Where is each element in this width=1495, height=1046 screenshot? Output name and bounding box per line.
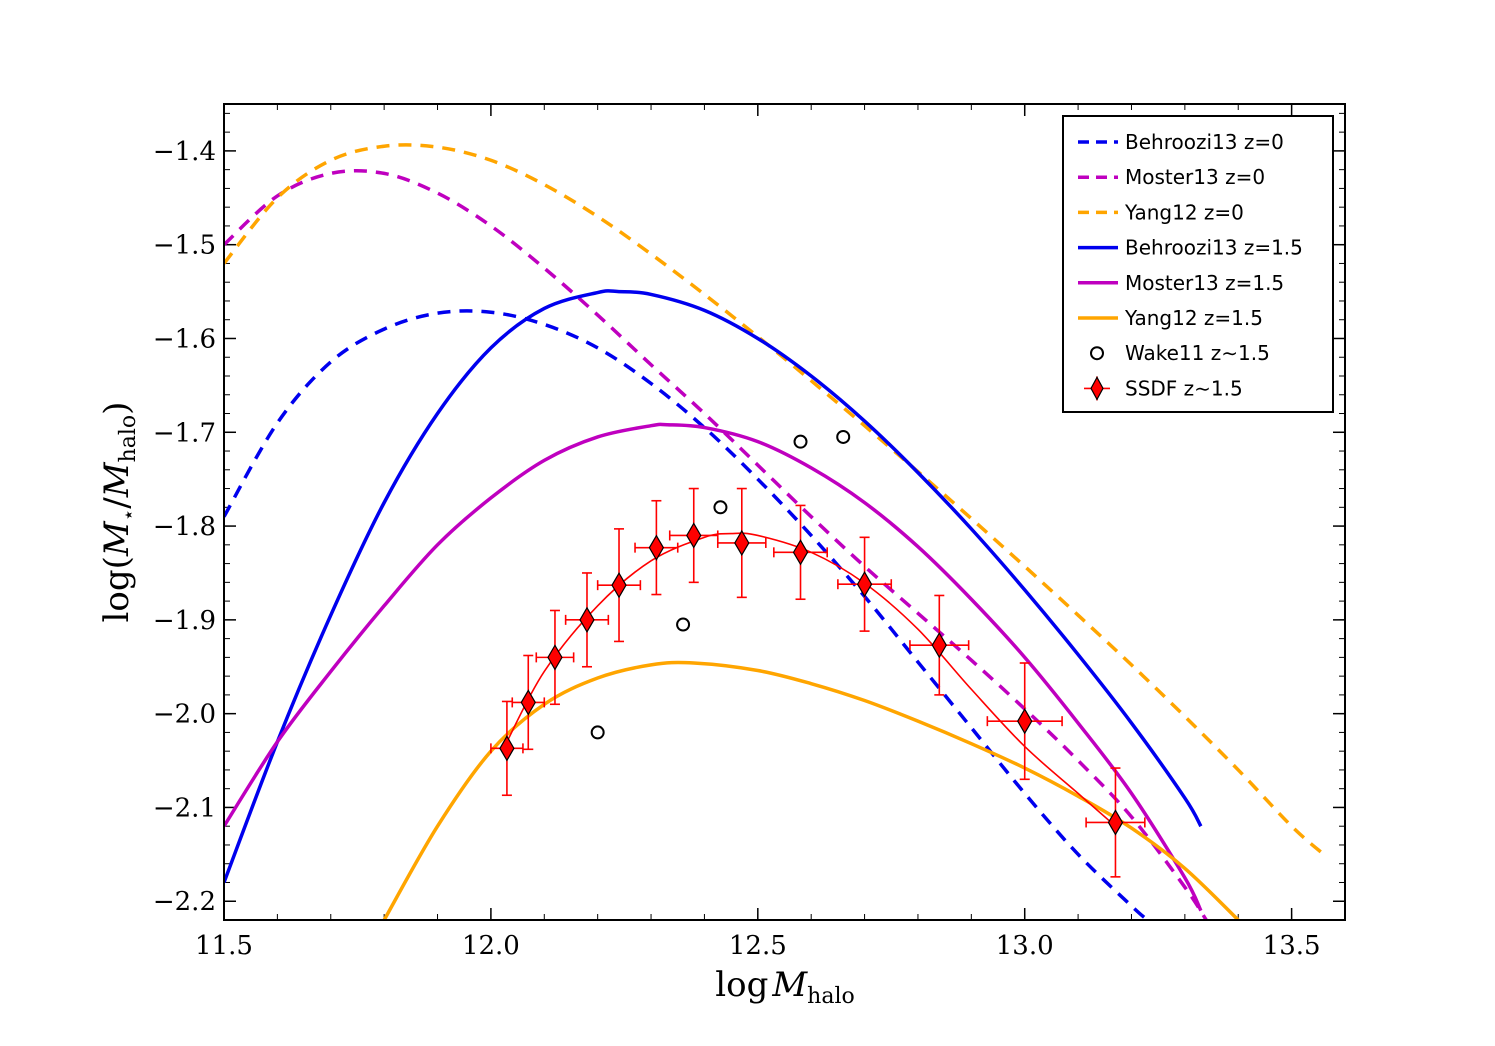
legend-item: SSDF z∼1.5 bbox=[1084, 376, 1243, 401]
x-axis-label: log Mhalo bbox=[715, 965, 855, 1009]
wake11-point bbox=[590, 725, 605, 740]
ssdf-point bbox=[716, 487, 767, 599]
legend-item: Behroozi13 z=0 bbox=[1078, 130, 1284, 154]
wake11-point bbox=[713, 500, 728, 515]
legend-item: Yang12 z=1.5 bbox=[1078, 306, 1263, 330]
legend-label: Wake11 z∼1.5 bbox=[1125, 341, 1270, 365]
series-line-ssdf-fit bbox=[506, 532, 1116, 827]
series-layer bbox=[224, 143, 1325, 920]
ssdf-point bbox=[564, 572, 610, 668]
legend-item: Behroozi13 z=1.5 bbox=[1078, 236, 1303, 260]
y-tick-label: −2.2 bbox=[153, 887, 216, 917]
ssdf-diamond bbox=[611, 571, 627, 599]
ssdf-point bbox=[634, 499, 679, 596]
x-tick-label: 13.0 bbox=[996, 931, 1054, 961]
x-tick-label: 12.0 bbox=[462, 931, 520, 961]
ssdf-point bbox=[535, 609, 575, 706]
legend-item: Moster13 z=1.5 bbox=[1078, 271, 1284, 295]
ssdf-point bbox=[1085, 767, 1146, 878]
ssdf-point bbox=[490, 700, 524, 797]
legend-item: Moster13 z=0 bbox=[1078, 165, 1265, 189]
legend-swatch bbox=[1090, 376, 1104, 401]
ssdf-diamond bbox=[734, 529, 750, 557]
ssdf-diamond bbox=[792, 539, 809, 566]
x-tick-label: 12.5 bbox=[729, 931, 787, 961]
legend-item: Wake11 z∼1.5 bbox=[1090, 341, 1270, 365]
ssdf-diamond bbox=[648, 534, 665, 561]
y-tick-label: −2.0 bbox=[153, 700, 216, 730]
ssdf-point bbox=[596, 528, 642, 643]
legend-label: Yang12 z=1.5 bbox=[1124, 306, 1263, 330]
x-tick-label: 13.5 bbox=[1263, 931, 1321, 961]
ssdf-diamond bbox=[931, 631, 947, 659]
tick-labels: 11.5 12.0 12.5 13.0 13.5 −1.4 −1.5 −1.6 −1.7 −1.8… bbox=[153, 137, 1321, 961]
wake11-point bbox=[836, 429, 851, 444]
legend-label: Behroozi13 z=0 bbox=[1125, 130, 1284, 154]
y-axis-label: log(M⋆/Mhalo) bbox=[97, 402, 141, 623]
y-tick-label: −1.8 bbox=[153, 512, 216, 542]
ssdf-diamond bbox=[856, 571, 873, 598]
ssdf-diamond bbox=[547, 644, 563, 671]
legend: Behroozi13 z=0 Moster13 z=0 Yang12 z=0 Behr… bbox=[1062, 115, 1334, 413]
y-tick-label: −1.7 bbox=[153, 418, 216, 448]
ssdf-point bbox=[773, 504, 829, 601]
ssdf-diamond bbox=[579, 606, 595, 634]
legend-label: SSDF z∼1.5 bbox=[1125, 376, 1243, 400]
ssdf-point bbox=[668, 487, 719, 584]
series-line-moster13-z-0 bbox=[224, 169, 1208, 920]
legend-item: Yang12 z=0 bbox=[1078, 200, 1244, 224]
y-tick-label: −1.9 bbox=[153, 606, 216, 636]
legend-label: Moster13 z=0 bbox=[1125, 165, 1265, 189]
series-line-moster13-z-1-5 bbox=[224, 422, 1203, 912]
marker-layer bbox=[490, 429, 1146, 878]
plot-frame bbox=[223, 103, 1346, 921]
ssdf-point bbox=[511, 654, 546, 751]
series-line-behroozi13-z-0 bbox=[224, 309, 1149, 920]
x-tick-label: 11.5 bbox=[195, 931, 253, 961]
ssdf-diamond bbox=[1017, 707, 1033, 735]
ssdf-point bbox=[986, 662, 1063, 781]
legend-label: Moster13 z=1.5 bbox=[1125, 271, 1284, 295]
series-line-yang12-z-1-5 bbox=[382, 660, 1240, 920]
legend-label: Yang12 z=0 bbox=[1124, 200, 1244, 224]
ssdf-diamond bbox=[520, 689, 536, 716]
legend-box bbox=[1062, 115, 1334, 413]
legend-label: Behroozi13 z=1.5 bbox=[1125, 236, 1303, 260]
y-tick-label: −2.1 bbox=[153, 793, 216, 823]
wake11-point bbox=[793, 434, 808, 449]
series-line-yang12-z-0 bbox=[224, 143, 1325, 856]
y-tick-label: −1.6 bbox=[153, 324, 216, 354]
series-line-behroozi13-z-1-5 bbox=[224, 289, 1203, 884]
ssdf-diamond bbox=[499, 735, 515, 762]
legend-swatch bbox=[1090, 346, 1104, 361]
wake11-point bbox=[676, 617, 691, 632]
ssdf-diamond bbox=[686, 522, 702, 549]
ssdf-point bbox=[909, 594, 970, 696]
ssdf-diamond bbox=[1107, 809, 1124, 836]
ssdf-point bbox=[837, 536, 893, 632]
y-tick-label: −1.5 bbox=[153, 231, 216, 261]
y-tick-label: −1.4 bbox=[153, 137, 216, 167]
